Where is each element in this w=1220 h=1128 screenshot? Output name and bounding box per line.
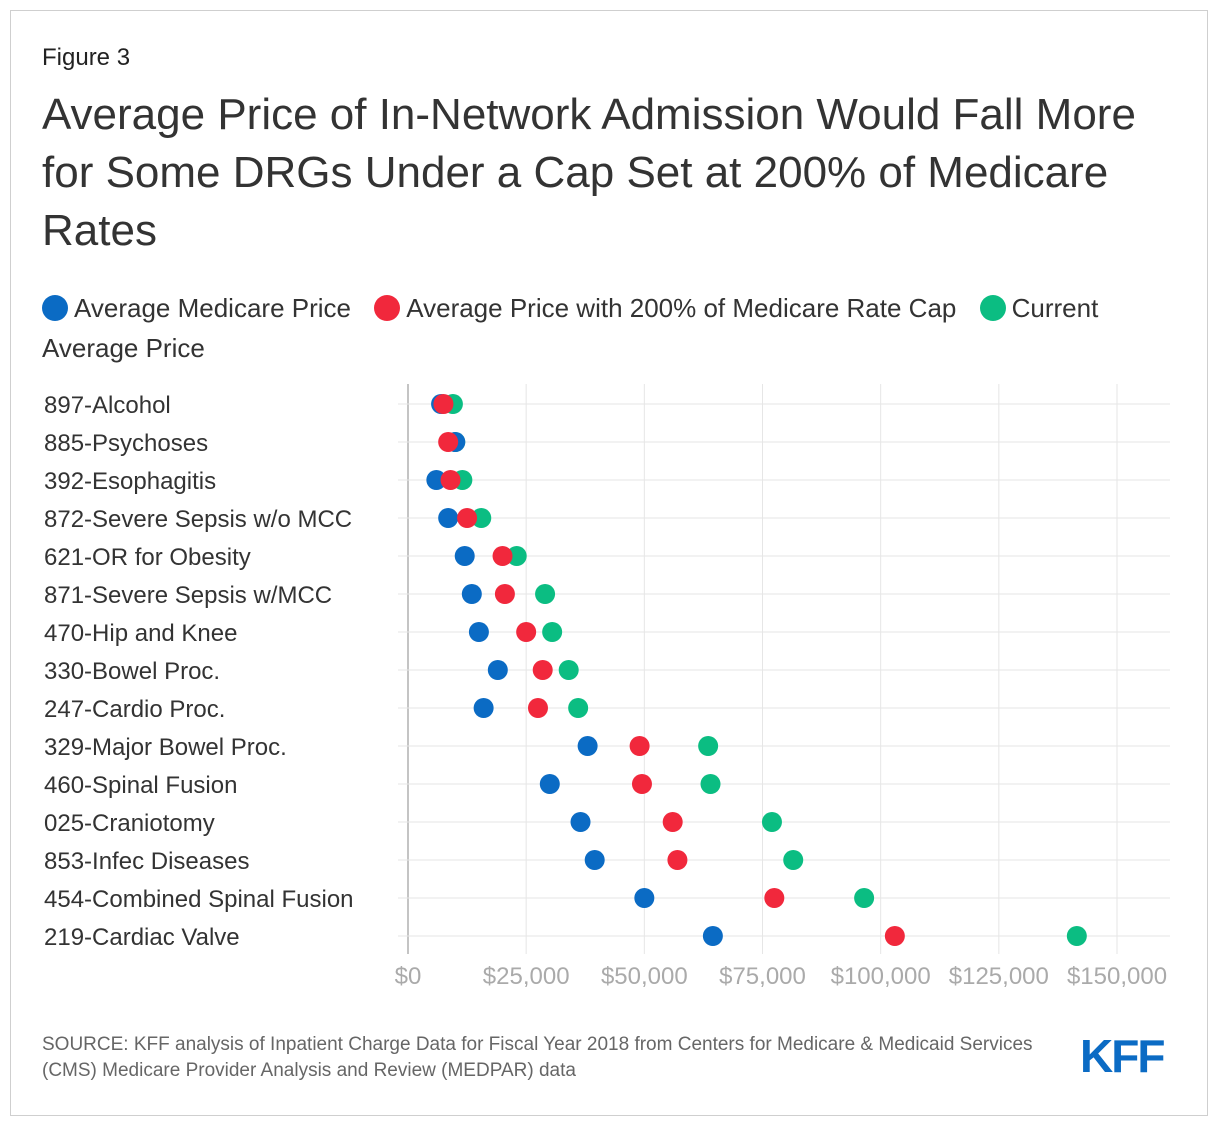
data-point-cap (629, 736, 650, 756)
data-point-current (471, 508, 492, 528)
category-label: 853-Infec Diseases (44, 848, 249, 875)
category-label: 454-Combined Spinal Fusion (44, 886, 354, 913)
data-point-cap (667, 850, 688, 870)
x-tick-label: $100,000 (831, 963, 931, 990)
data-point-medicare (438, 508, 459, 528)
data-point-cap (492, 546, 513, 566)
x-tick-label: $50,000 (601, 963, 688, 990)
category-label: 885-Psychoses (44, 430, 208, 457)
data-point-current (506, 546, 527, 566)
category-label: 460-Spinal Fusion (44, 772, 237, 799)
legend-item-current[interactable]: Current Average Price (42, 293, 1098, 363)
category-label: 392-Esophagitis (44, 468, 216, 495)
data-point-current (568, 698, 589, 718)
source-note: SOURCE: KFF analysis of Inpatient Charge… (42, 1034, 1033, 1081)
data-point-cap (457, 508, 478, 528)
data-point-cap (884, 926, 905, 946)
data-point-medicare (570, 812, 591, 832)
data-point-cap (440, 470, 461, 490)
category-label: 330-Bowel Proc. (44, 658, 220, 685)
x-tick-label: $25,000 (483, 963, 570, 990)
chart-title: Average Price of In-Network Admission Wo… (42, 90, 1136, 255)
data-point-current (535, 584, 556, 604)
data-point-current (542, 622, 563, 642)
category-label: 897-Alcohol (44, 392, 171, 419)
legend-item-medicare[interactable]: Average Medicare Price (42, 293, 351, 323)
chart-legend: Average Medicare Price Average Price wit… (42, 288, 1182, 368)
data-point-current (1066, 926, 1087, 946)
legend-dot-cap (374, 295, 401, 321)
legend-label-cap: Average Price with 200% of Medicare Rate… (406, 293, 957, 323)
dot-plot: 897-Alcohol 885-Psychoses 392-Esophagitis 8… (44, 384, 1170, 990)
data-point-medicare (454, 546, 475, 566)
x-tick-label: $125,000 (949, 963, 1049, 990)
data-point-cap (516, 622, 537, 642)
x-tick-label: $75,000 (719, 963, 806, 990)
data-point-medicare (539, 774, 560, 794)
data-point-current (558, 660, 579, 680)
data-point-current (698, 736, 719, 756)
data-point-cap (527, 698, 548, 718)
data-point-cap (764, 888, 785, 908)
data-point-current (761, 812, 782, 832)
data-point-current (783, 850, 804, 870)
x-tick-label: $0 (395, 963, 422, 990)
data-point-cap (631, 774, 652, 794)
data-point-medicare (426, 470, 447, 490)
data-point-cap (494, 584, 515, 604)
data-point-cap (662, 812, 683, 832)
legend-label-current: Current Average Price (42, 293, 1099, 363)
data-point-cap (433, 394, 454, 414)
data-point-medicare (702, 926, 723, 946)
category-label: 871-Severe Sepsis w/MCC (44, 582, 332, 609)
data-point-medicare (468, 622, 489, 642)
data-point-current (854, 888, 875, 908)
data-point-cap (438, 432, 459, 452)
category-label: 219-Cardiac Valve (44, 924, 240, 951)
data-point-medicare (577, 736, 598, 756)
figure-label: Figure 3 (42, 44, 131, 71)
data-point-medicare (473, 698, 494, 718)
figure-frame (10, 10, 1208, 1116)
category-label: 872-Severe Sepsis w/o MCC (44, 506, 352, 533)
data-point-cap (532, 660, 553, 680)
legend-dot-current (979, 295, 1006, 321)
legend-item-cap[interactable]: Average Price with 200% of Medicare Rate… (374, 293, 956, 323)
legend-label-medicare: Average Medicare Price (74, 293, 351, 323)
data-point-medicare (634, 888, 655, 908)
category-label: 329-Major Bowel Proc. (44, 734, 287, 761)
data-point-medicare (487, 660, 508, 680)
legend-dot-medicare (42, 295, 68, 321)
category-label: 470-Hip and Knee (44, 620, 237, 647)
category-label: 025-Craniotomy (44, 810, 215, 837)
kff-logo: KFF (1080, 1030, 1165, 1082)
category-label: 621-OR for Obesity (44, 544, 251, 571)
category-label: 247-Cardio Proc. (44, 696, 225, 723)
data-point-medicare (461, 584, 482, 604)
data-point-medicare (584, 850, 605, 870)
x-tick-label: $150,000 (1067, 963, 1167, 990)
data-point-current (700, 774, 721, 794)
